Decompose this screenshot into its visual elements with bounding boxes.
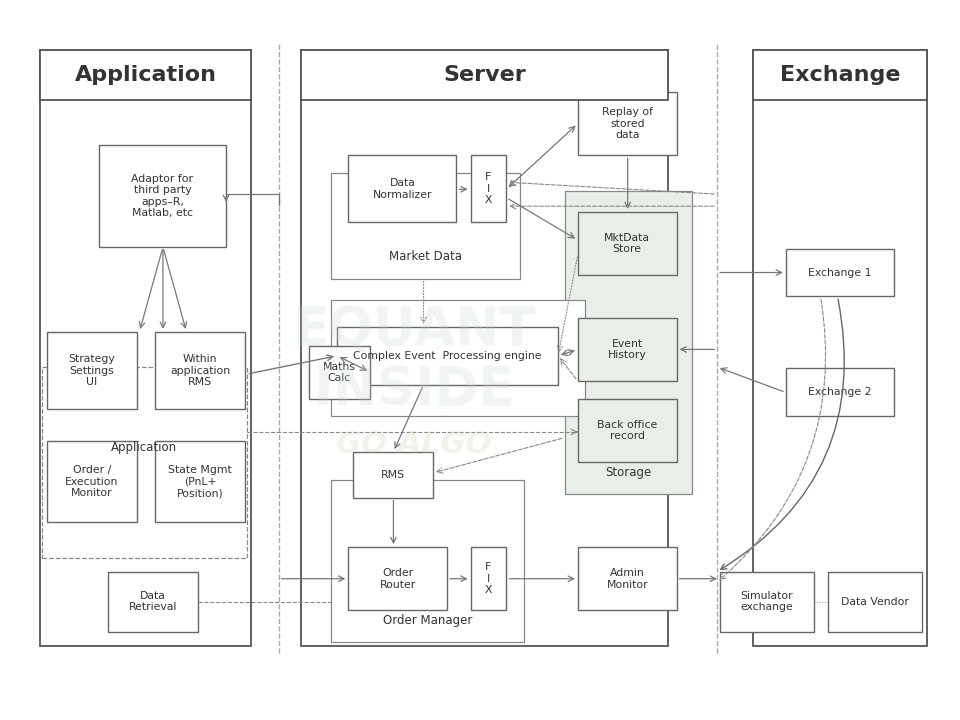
Text: Order Manager: Order Manager [383,613,472,626]
Bar [470,547,506,611]
Bar [828,572,923,631]
Text: Market Data: Market Data [389,251,462,264]
Text: Data
Retrieval: Data Retrieval [129,591,178,613]
Text: Maths
Calc: Maths Calc [323,361,356,383]
FancyArrowPatch shape [720,300,826,580]
Text: Exchange 2: Exchange 2 [808,387,872,397]
Bar [785,369,894,416]
Text: EQUANT
INSIDE: EQUANT INSIDE [293,304,536,416]
Bar [39,50,252,646]
Bar [156,332,245,410]
Bar [578,212,677,275]
Bar [309,346,370,399]
Text: Simulator
exchange: Simulator exchange [740,591,793,613]
Bar [564,191,691,494]
Bar [47,332,136,410]
Bar [41,367,247,557]
Text: Event
History: Event History [608,338,647,360]
Text: Exchange 1: Exchange 1 [808,268,872,277]
Bar [156,441,245,522]
Text: Admin
Monitor: Admin Monitor [607,568,648,590]
Text: Order
Router: Order Router [379,568,416,590]
Text: Application: Application [75,65,217,85]
Text: Data Vendor: Data Vendor [841,597,909,607]
Text: Storage: Storage [605,466,651,479]
Bar [348,547,447,611]
Text: Order /
Execution
Monitor: Order / Execution Monitor [65,465,119,498]
Text: Adaptor for
third party
apps–R,
Matlab, etc: Adaptor for third party apps–R, Matlab, … [132,174,194,218]
Bar [331,173,519,279]
Text: F
I
X: F I X [485,562,492,595]
Bar [108,572,198,631]
Text: MktData
Store: MktData Store [604,233,650,254]
Text: F
I
X: F I X [485,172,492,205]
Bar [39,50,252,100]
FancyArrowPatch shape [721,300,844,570]
Text: Exchange: Exchange [780,65,900,85]
Bar [578,399,677,462]
Bar [331,480,524,642]
Bar [578,92,677,156]
Bar [753,50,927,646]
Bar [337,327,558,384]
Bar [99,145,226,247]
Bar [348,156,457,222]
Text: Server: Server [444,65,526,85]
Text: Back office
record: Back office record [597,420,658,441]
Bar [301,50,668,100]
Bar [301,50,668,646]
Bar [578,318,677,381]
Bar [47,441,136,522]
Text: Replay of
stored
data: Replay of stored data [602,107,653,140]
Text: RMS: RMS [381,469,405,480]
Bar [331,300,586,416]
Text: GO ALGO: GO ALGO [336,430,492,459]
Text: Within
application
RMS: Within application RMS [170,354,230,387]
Text: Strategy
Settings
UI: Strategy Settings UI [68,354,115,387]
Bar [470,156,506,222]
Text: Application: Application [111,441,178,454]
Bar [353,451,433,498]
Bar [720,572,814,631]
Text: Complex Event  Processing engine: Complex Event Processing engine [353,351,541,361]
Bar [753,50,927,100]
Bar [785,248,894,297]
Text: State Mgmt
(PnL+
Position): State Mgmt (PnL+ Position) [168,465,232,498]
Text: Data
Normalizer: Data Normalizer [372,178,432,199]
Bar [578,547,677,611]
